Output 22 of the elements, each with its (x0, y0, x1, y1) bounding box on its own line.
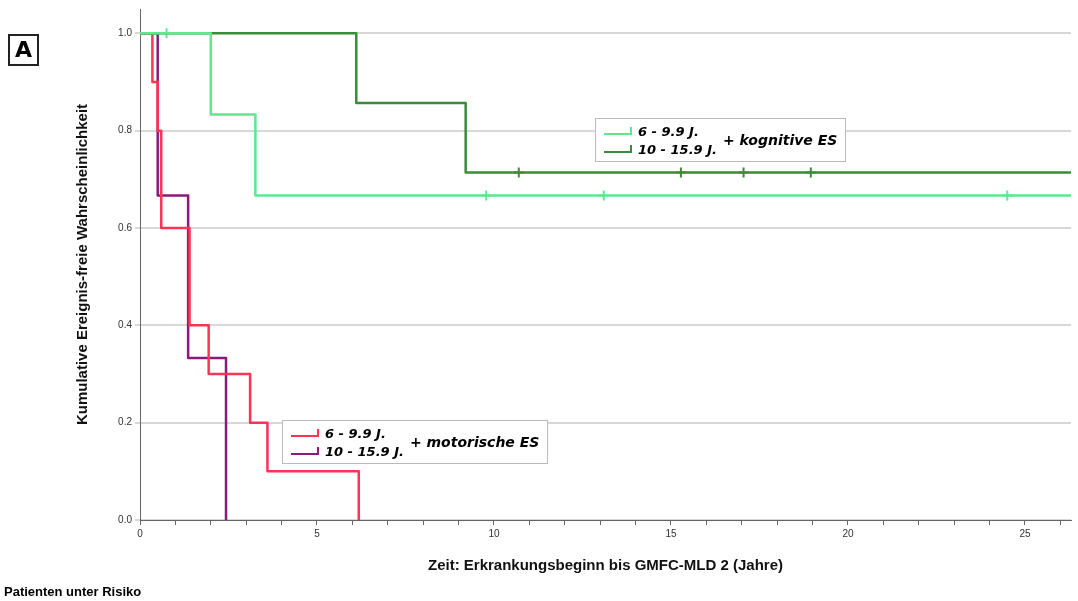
x-tick-label: 10 (488, 527, 500, 539)
text: A (8, 34, 40, 66)
text: Patienten unter Risiko (4, 584, 142, 599)
y-tick-label: 0.2 (118, 416, 133, 428)
x-tick-label: 15 (665, 527, 677, 539)
legend-label: 10 - 15.9 J. (325, 443, 404, 459)
x-tick-label: 25 (1019, 527, 1031, 539)
x-tick-label: 20 (842, 527, 854, 539)
y-tick-label: 1.0 (118, 27, 133, 39)
y-axis-title: Kumulative Ereignis-freie Wahrscheinlichkeit (73, 103, 91, 426)
x-tick-label: 0 (137, 527, 144, 539)
legend-label: 6 - 9.9 J. (325, 425, 386, 441)
legend-label: 10 - 15.9 J. (638, 141, 717, 157)
annotation: + kognitive ES (722, 132, 838, 148)
x-tick-label: 5 (314, 527, 321, 539)
y-tick-label: 0.6 (118, 221, 133, 233)
y-tick-label: 0.8 (118, 124, 133, 136)
legend-label: 6 - 9.9 J. (638, 123, 699, 139)
annotation: + motorische ES (409, 434, 540, 450)
x-axis-title: Zeit: Erkrankungsbeginn bis GMFC-MLD 2 (Jahre) (427, 556, 784, 574)
y-tick-label: 0.4 (118, 319, 133, 331)
y-tick-label: 0.0 (118, 513, 133, 525)
